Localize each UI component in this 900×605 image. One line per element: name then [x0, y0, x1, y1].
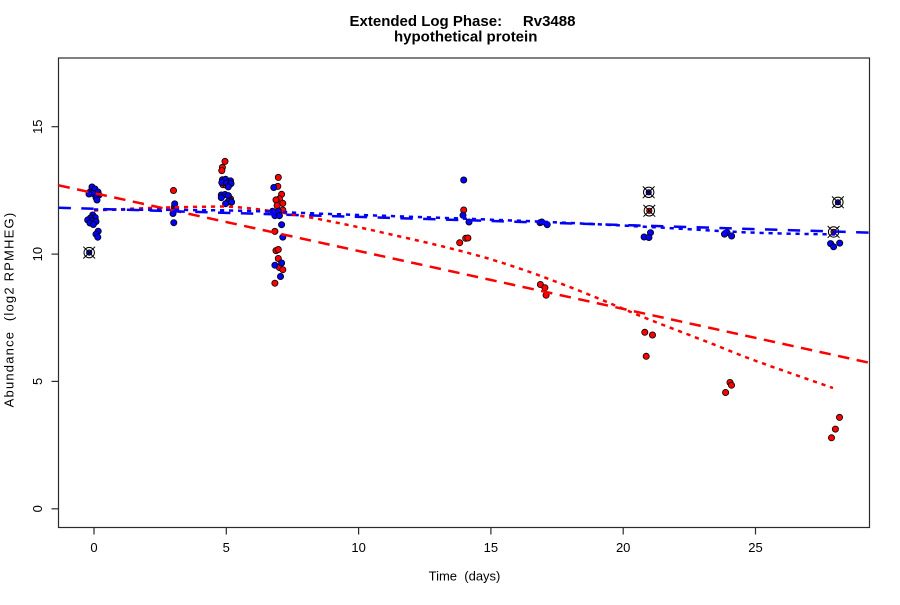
svg-text:0: 0	[90, 540, 97, 555]
svg-text:hypothetical protein: hypothetical protein	[394, 28, 537, 45]
svg-text:Extended Log Phase: Rv3488: Extended Log Phase: Rv3488	[350, 13, 576, 30]
svg-text:Time (days): Time (days)	[429, 569, 501, 584]
svg-text:10: 10	[351, 540, 365, 555]
svg-text:5: 5	[223, 540, 230, 555]
svg-text:5: 5	[30, 378, 45, 385]
svg-text:0: 0	[30, 505, 45, 512]
svg-text:20: 20	[616, 540, 630, 555]
svg-text:15: 15	[484, 540, 498, 555]
svg-text:25: 25	[748, 540, 762, 555]
svg-text:15: 15	[30, 119, 45, 133]
svg-text:10: 10	[30, 247, 45, 261]
svg-text:Abundance (log2 RPMHEG): Abundance (log2 RPMHEG)	[2, 212, 17, 408]
